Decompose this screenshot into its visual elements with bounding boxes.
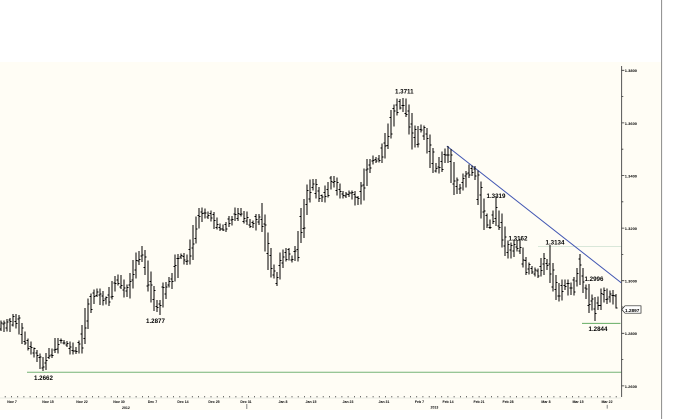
svg-text:1.2662: 1.2662 [34, 375, 53, 382]
svg-text:Mar 8: Mar 8 [541, 400, 550, 404]
svg-text:1.2844: 1.2844 [589, 326, 608, 333]
svg-text:1.2996: 1.2996 [585, 276, 604, 283]
svg-text:1.3200: 1.3200 [625, 226, 638, 231]
svg-text:1.3134: 1.3134 [546, 240, 565, 247]
svg-text:1.3319: 1.3319 [487, 193, 506, 200]
svg-text:Feb 21: Feb 21 [473, 400, 484, 404]
svg-text:1.2600: 1.2600 [625, 384, 638, 389]
svg-text:1.3600: 1.3600 [625, 121, 638, 126]
svg-text:Jan 8: Jan 8 [279, 400, 288, 404]
svg-text:Dec 14: Dec 14 [177, 400, 188, 404]
svg-text:Nov 15: Nov 15 [42, 400, 54, 404]
svg-text:Mar 22: Mar 22 [601, 400, 612, 404]
svg-text:1.2897: 1.2897 [625, 308, 640, 313]
svg-text:Dec 7: Dec 7 [148, 400, 157, 404]
svg-text:Nov 22: Nov 22 [76, 400, 88, 404]
svg-text:Feb 28: Feb 28 [502, 400, 513, 404]
svg-text:1.3162: 1.3162 [509, 235, 528, 242]
svg-text:1.3400: 1.3400 [625, 173, 638, 178]
svg-text:Jan 15: Jan 15 [306, 400, 317, 404]
svg-text:2012: 2012 [122, 406, 130, 410]
svg-text:Jan 31: Jan 31 [379, 400, 390, 404]
svg-text:1.2877: 1.2877 [146, 318, 165, 325]
svg-text:Dec 31: Dec 31 [240, 400, 251, 404]
svg-text:1.3711: 1.3711 [395, 88, 414, 95]
svg-text:1.3000: 1.3000 [625, 279, 638, 284]
svg-text:2013: 2013 [431, 406, 439, 410]
svg-text:Feb 7: Feb 7 [415, 400, 424, 404]
svg-text:Feb 14: Feb 14 [442, 400, 453, 404]
svg-text:Dec 25: Dec 25 [208, 400, 219, 404]
svg-text:Nov 7: Nov 7 [7, 400, 17, 404]
svg-text:Nov 30: Nov 30 [113, 400, 125, 404]
svg-text:Mar 15: Mar 15 [572, 400, 583, 404]
svg-text:1.3800: 1.3800 [625, 68, 638, 73]
svg-text:1.2800: 1.2800 [625, 331, 638, 336]
svg-text:Jan 23: Jan 23 [343, 400, 354, 404]
